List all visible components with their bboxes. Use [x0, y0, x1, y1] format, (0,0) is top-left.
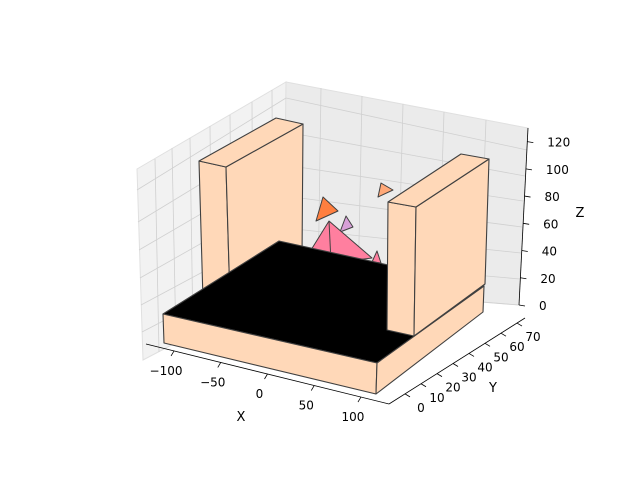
- z-tick-5: [525, 168, 532, 171]
- y-tick-5: [484, 342, 491, 347]
- grid-z-120: [285, 97, 528, 151]
- y-tick-1: [420, 383, 427, 388]
- z-tick-0: [518, 304, 526, 307]
- z-axis-label: Z: [576, 206, 585, 221]
- x-tick-label-4: 100: [342, 410, 365, 424]
- z-tick-label-3: 60: [543, 217, 558, 231]
- x-tick-2: [264, 373, 268, 380]
- z-tick-6: [527, 141, 534, 144]
- tick-marks: [170, 141, 534, 403]
- y-axis-label: Y: [488, 381, 497, 396]
- z-tick-label-6: 120: [547, 136, 570, 150]
- y-tick-7: [516, 322, 523, 327]
- z-tick-label-4: 80: [545, 190, 560, 204]
- y-tick-label-6: 60: [509, 340, 524, 354]
- z-tick-label-0: 0: [539, 299, 547, 313]
- z-axis-line: [518, 127, 529, 306]
- y-tick-label-0: 0: [417, 401, 425, 415]
- z-tick-label-2: 40: [542, 245, 557, 259]
- z-tick-3: [523, 222, 530, 225]
- x-tick-4: [357, 396, 362, 403]
- y-tick-0: [404, 393, 411, 398]
- y-tick-label-2: 20: [445, 381, 460, 395]
- z-tick-2: [521, 250, 528, 252]
- x-axis-label: X: [237, 410, 246, 425]
- left-wall-top-face: [198, 117, 304, 168]
- z-tick-label-5: 100: [546, 163, 569, 177]
- right-wall-top-face: [387, 153, 490, 208]
- violet-triangle: [339, 215, 354, 233]
- z-tick-4: [524, 195, 531, 198]
- y-tick-2: [436, 373, 443, 377]
- y-tick-3: [452, 363, 459, 367]
- z-tick-1: [520, 277, 527, 280]
- light-orange-triangle: [377, 182, 394, 198]
- x-tick-label-2: 0: [256, 387, 264, 401]
- y-tick-label-1: 10: [429, 391, 444, 405]
- y-tick-label-4: 40: [477, 360, 492, 374]
- x-tick-3: [310, 385, 315, 391]
- floor-right-face: [375, 285, 485, 395]
- z-tick-label-1: 20: [540, 272, 555, 286]
- right-wall-left-face: [386, 201, 417, 337]
- x-tick-0: [170, 350, 175, 357]
- grid-y-1: [154, 158, 160, 353]
- y-tick-label-7: 70: [525, 330, 540, 344]
- y-tick-4: [468, 353, 475, 357]
- tick-labels: −100−50050100010203040506070020406080100…: [150, 136, 571, 424]
- right-wall: [386, 153, 490, 337]
- y-tick-6: [500, 332, 507, 337]
- x-tick-1: [217, 362, 222, 368]
- x-tick-label-0: −100: [150, 364, 183, 378]
- y-tick-label-3: 30: [461, 371, 476, 385]
- orange-triangle: [315, 196, 339, 222]
- grid-zl-120: [136, 97, 287, 191]
- y-axis-line: [388, 317, 526, 405]
- x-tick-label-3: 50: [299, 399, 314, 413]
- x-tick-label-1: −50: [200, 375, 225, 389]
- y-tick-label-5: 50: [493, 350, 508, 364]
